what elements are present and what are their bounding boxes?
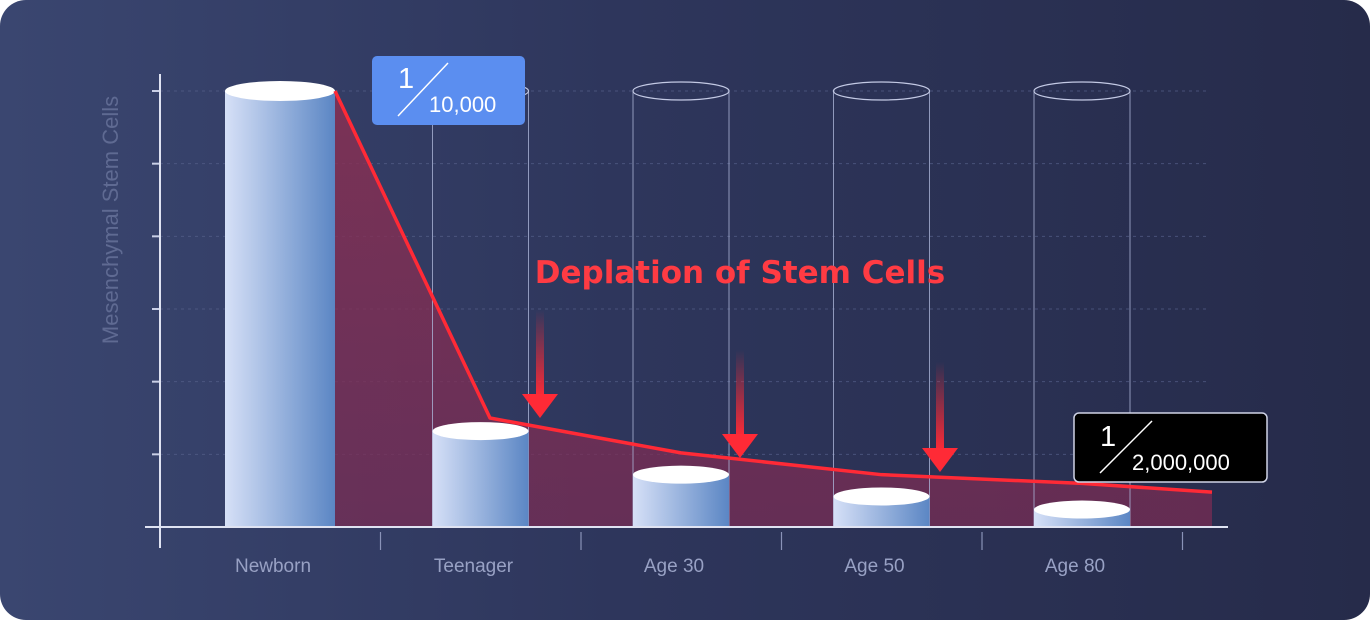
bar-top (833, 487, 930, 506)
callout-newborn: 1 10,000 (372, 56, 525, 125)
arrow-head (722, 434, 758, 458)
callouts: 1 10,000 1 2,000,000 (372, 56, 1268, 483)
x-tick-label: Newborn (235, 556, 311, 577)
callout-box (372, 56, 525, 125)
x-tick-label: Age 80 (1045, 556, 1105, 577)
x-tick-label: Teenager (434, 556, 514, 577)
callout-age-80: 1 2,000,000 (1073, 412, 1268, 483)
chart-title: Deplation of Stem Cells (535, 255, 945, 291)
bar-top (432, 422, 529, 441)
bar-top (633, 465, 729, 484)
bar-top (225, 81, 335, 101)
trend-line (333, 90, 1213, 494)
arrow-head (522, 394, 558, 418)
depletion-area (335, 91, 1212, 527)
callout-fraction-slash (1099, 420, 1153, 474)
decline-arrows (522, 310, 958, 472)
callout-box (1073, 412, 1268, 483)
y-axis-label: Mesenchymal Stem Cells (98, 96, 123, 344)
axes (145, 74, 1228, 550)
ghost-cylinder-top (632, 81, 730, 101)
callout-denominator: 10,000 (429, 92, 496, 117)
arrow-shaft (536, 310, 544, 398)
bars (225, 81, 1130, 527)
arrow-head (922, 448, 958, 472)
grid-lines (152, 90, 1208, 456)
x-tick-label: Age 50 (844, 556, 904, 577)
ghost-cylinder-top (832, 81, 931, 101)
arrow-shaft (936, 362, 944, 452)
x-tick-label: Age 30 (644, 556, 704, 577)
bar-top (1034, 500, 1130, 519)
bar-teenager (432, 431, 529, 527)
ghost-cylinder-top (1033, 81, 1131, 101)
x-tick-labels: Newborn Teenager Age 30 Age 50 Age 80 (235, 556, 1105, 577)
callout-numerator: 1 (398, 63, 414, 95)
trend-line-path (333, 90, 1213, 494)
depletion-fill (335, 91, 1212, 527)
callout-denominator: 2,000,000 (1132, 450, 1230, 475)
callout-fraction-slash (397, 62, 449, 117)
bar-newborn (225, 91, 335, 527)
callout-numerator: 1 (1100, 421, 1116, 453)
arrow-shaft (736, 350, 744, 438)
